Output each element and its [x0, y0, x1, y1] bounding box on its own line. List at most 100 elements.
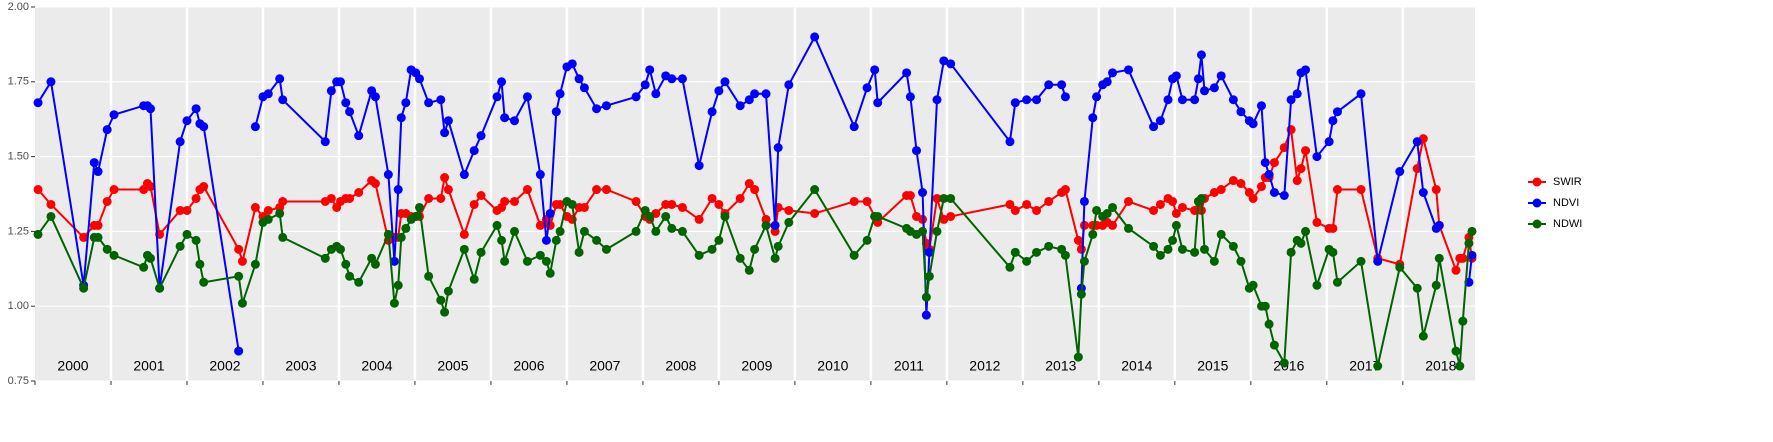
data-point [1190, 247, 1200, 257]
data-point [1236, 107, 1246, 117]
data-point [1412, 137, 1422, 147]
data-point [849, 196, 859, 206]
data-point [921, 292, 931, 302]
data-point [744, 179, 754, 189]
data-point [1228, 176, 1238, 186]
data-point [93, 232, 103, 242]
data-point [320, 137, 330, 147]
data-point [33, 229, 43, 239]
data-point [1102, 208, 1112, 218]
plot-panel [35, 7, 1475, 381]
data-point [440, 173, 450, 183]
data-point [335, 244, 345, 254]
data-point [1312, 217, 1322, 227]
x-tick-label: 2007 [589, 358, 620, 374]
data-point [750, 185, 760, 195]
data-point [667, 74, 677, 84]
data-point [1123, 65, 1133, 75]
data-point [1044, 196, 1054, 206]
data-point [1451, 265, 1461, 275]
data-point [1044, 80, 1054, 90]
data-point [46, 199, 56, 209]
data-point [535, 220, 545, 230]
data-point [469, 199, 479, 209]
data-point [574, 247, 584, 257]
x-tick-label: 2006 [513, 358, 544, 374]
data-point [784, 80, 794, 90]
data-point [275, 74, 285, 84]
data-point [1177, 202, 1187, 212]
data-point [1395, 262, 1405, 272]
data-point [535, 250, 545, 260]
data-point [509, 196, 519, 206]
data-point [1248, 193, 1258, 203]
data-point [551, 235, 561, 245]
data-point [1269, 340, 1279, 350]
data-point [946, 59, 956, 69]
data-point [1269, 188, 1279, 198]
data-point [1332, 277, 1342, 287]
data-point [1312, 152, 1322, 162]
data-point [102, 125, 112, 135]
data-point [522, 256, 532, 266]
data-point [234, 346, 244, 356]
data-point [541, 235, 551, 245]
data-point [396, 113, 406, 123]
x-tick-label: 2003 [285, 358, 316, 374]
data-point [1032, 205, 1042, 215]
data-point [1044, 241, 1054, 251]
data-point [383, 170, 393, 180]
data-point [109, 250, 119, 260]
data-point [1228, 95, 1238, 105]
data-point [370, 92, 380, 102]
data-point [345, 193, 355, 203]
data-point [592, 185, 602, 195]
data-point [1155, 116, 1165, 126]
data-point [1431, 185, 1441, 195]
data-point [1264, 170, 1274, 180]
data-point [393, 280, 403, 290]
data-point [345, 107, 355, 117]
x-tick-label: 2015 [1197, 358, 1228, 374]
data-point [500, 113, 510, 123]
data-point [1296, 238, 1306, 248]
data-point [1395, 167, 1405, 177]
data-point [735, 253, 745, 263]
data-point [551, 107, 561, 117]
data-point [744, 95, 754, 105]
data-point [905, 92, 915, 102]
data-point [862, 83, 872, 93]
y-tick-label: 1.00 [8, 300, 29, 312]
data-point [1301, 65, 1311, 75]
data-point [1467, 250, 1477, 260]
data-point [396, 232, 406, 242]
data-point [263, 214, 273, 224]
data-point [849, 122, 859, 132]
data-point [278, 95, 288, 105]
data-point [1464, 238, 1474, 248]
data-point [651, 226, 661, 236]
data-point [93, 167, 103, 177]
legend-label: SWIR [1553, 176, 1582, 188]
data-point [459, 170, 469, 180]
data-point [1236, 256, 1246, 266]
data-point [1328, 247, 1338, 257]
data-point [694, 250, 704, 260]
data-point [440, 307, 450, 317]
data-point [476, 131, 486, 141]
data-point [744, 265, 754, 275]
data-point [579, 83, 589, 93]
data-point [1108, 202, 1118, 212]
data-point [1168, 235, 1178, 245]
data-point [175, 241, 185, 251]
data-point [1022, 256, 1032, 266]
data-point [389, 298, 399, 308]
data-point [1301, 226, 1311, 236]
data-point [1155, 199, 1165, 209]
data-point [601, 244, 611, 254]
data-point [1279, 190, 1289, 200]
data-point [1292, 176, 1302, 186]
data-point [1264, 319, 1274, 329]
data-point [1163, 244, 1173, 254]
data-point [631, 196, 641, 206]
